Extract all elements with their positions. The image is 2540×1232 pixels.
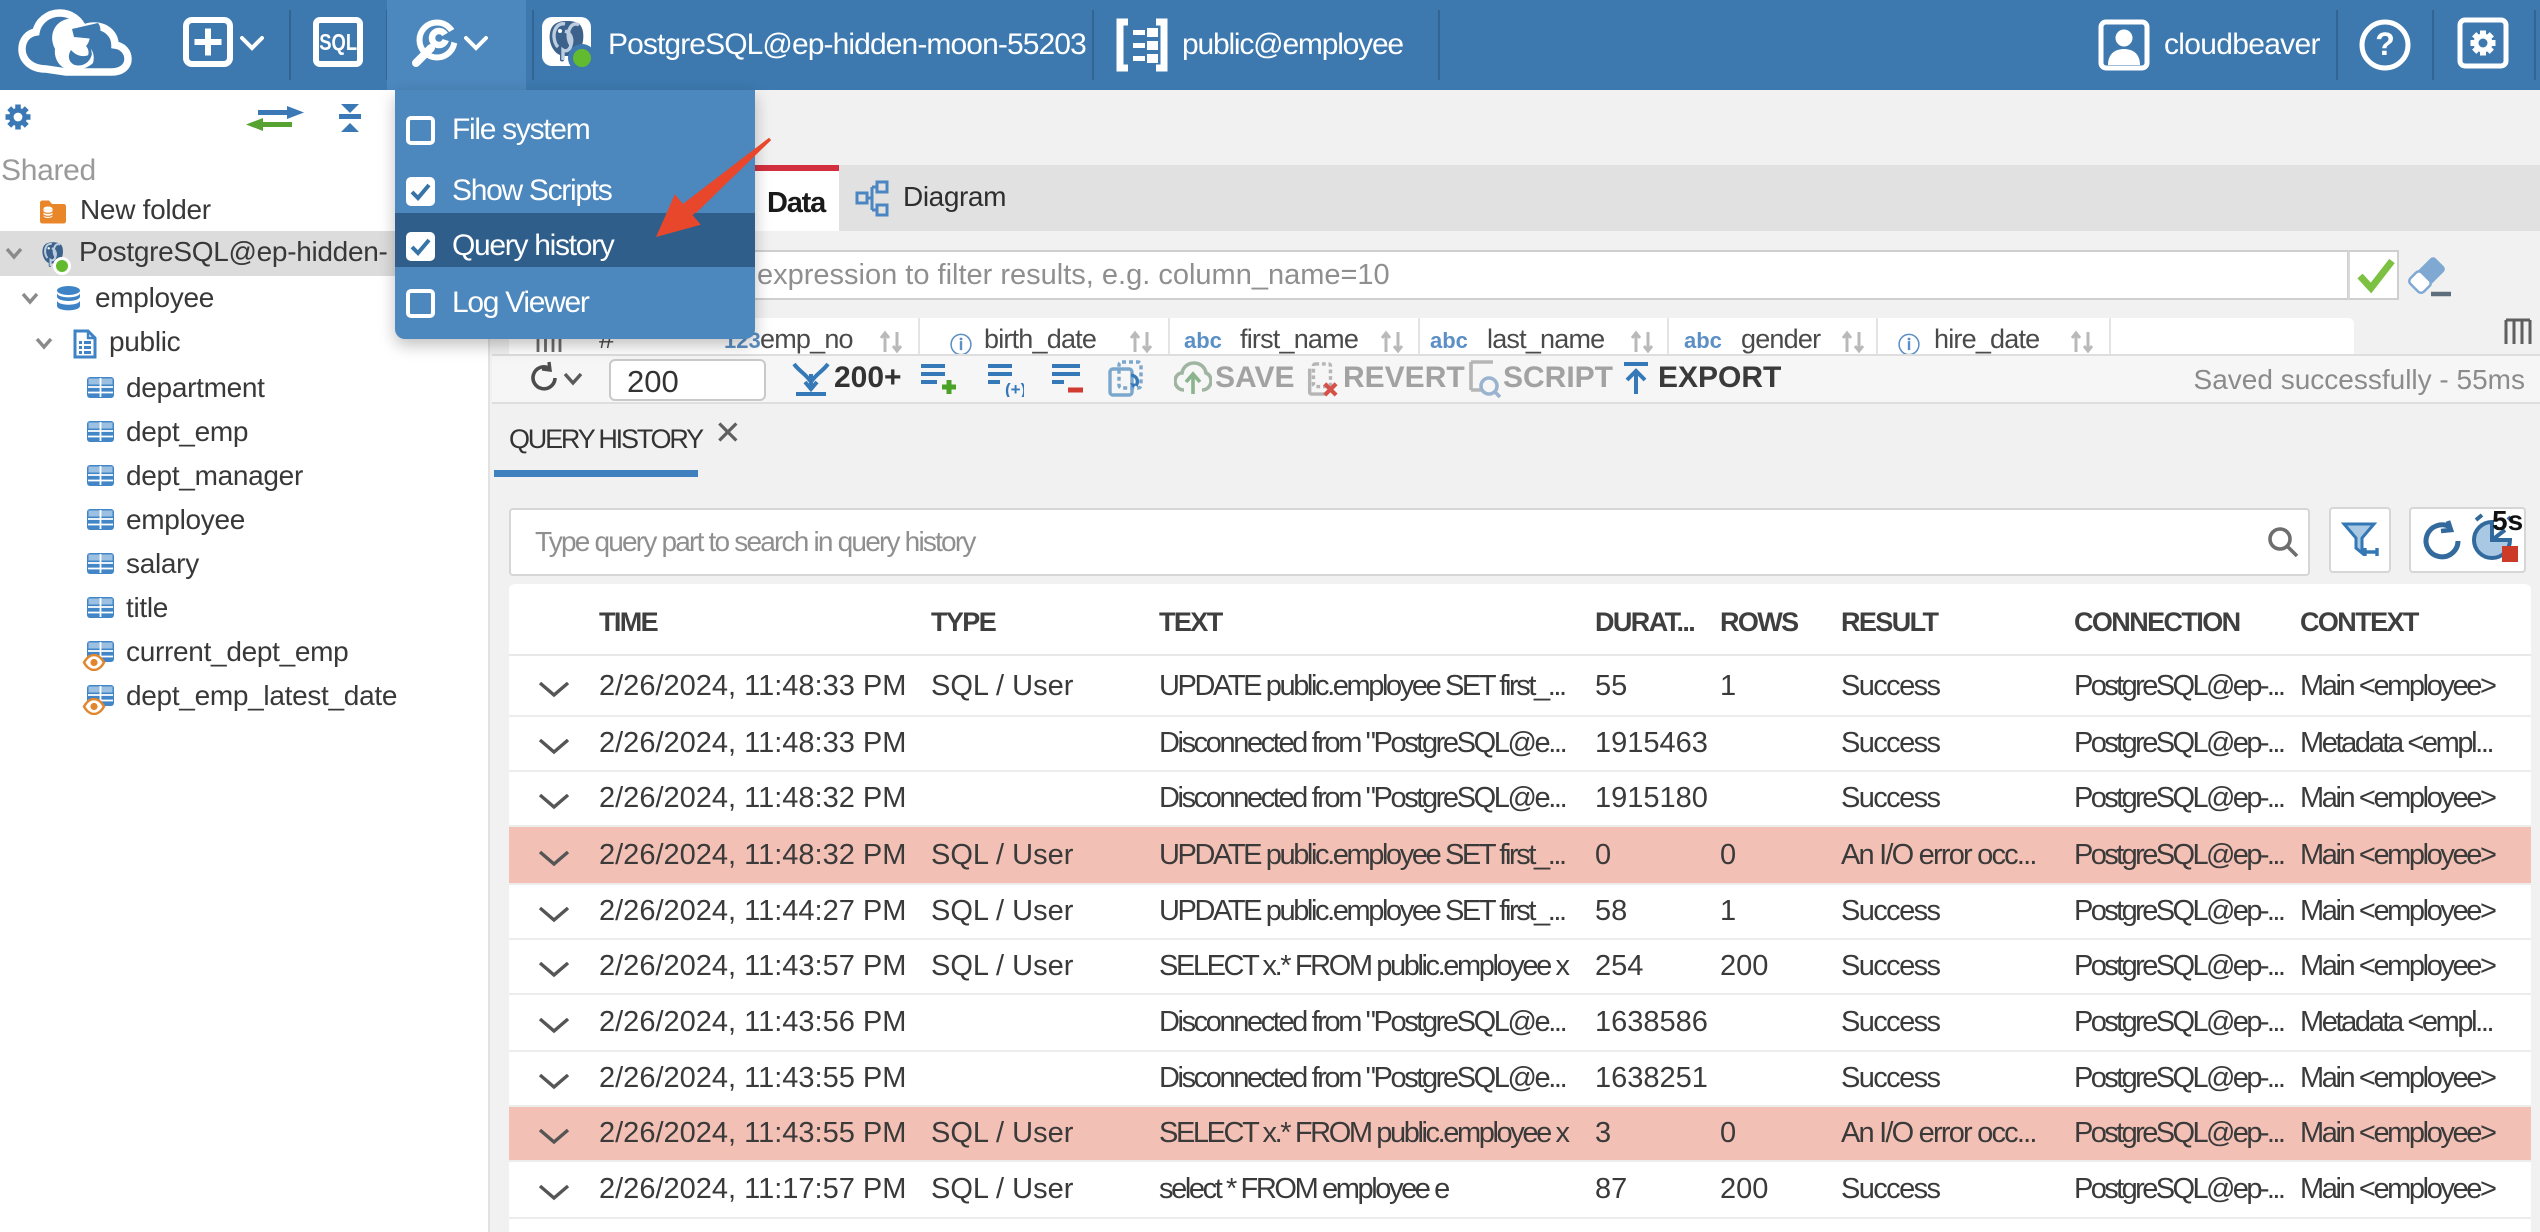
svg-text:?: ? <box>2375 26 2395 62</box>
svg-text:SQL: SQL <box>319 30 357 55</box>
svg-text:(+): (+) <box>1005 380 1024 397</box>
